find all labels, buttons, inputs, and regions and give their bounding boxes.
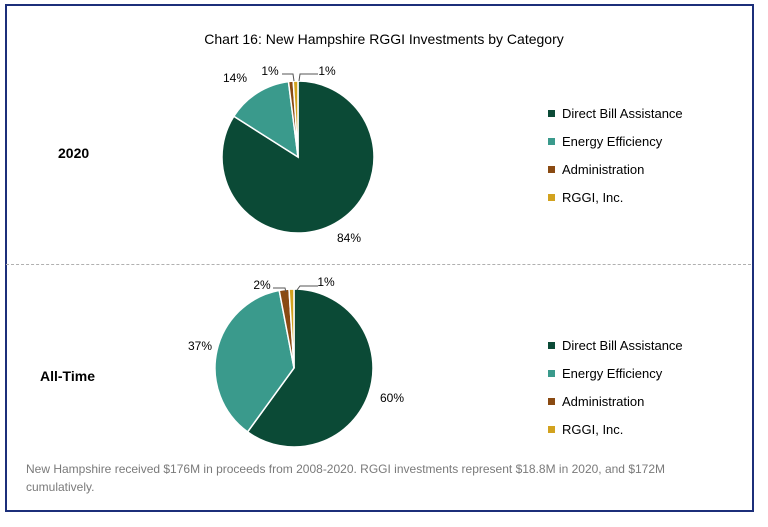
pie-slice-direct-bill-assistance — [246, 288, 374, 448]
data-label: 1% — [318, 64, 336, 78]
legend-label: Energy Efficiency — [562, 133, 663, 149]
legend-item: Administration — [548, 155, 683, 183]
pie-slice-energy-efficiency — [232, 80, 299, 159]
legend-label: RGGI, Inc. — [562, 421, 624, 437]
data-label: 14% — [223, 71, 247, 85]
data-label: 1% — [317, 275, 335, 289]
legend-item: Direct Bill Assistance — [548, 331, 683, 359]
legend-item: Administration — [548, 387, 683, 415]
legend-swatch — [548, 109, 555, 117]
legend-label: RGGI, Inc. — [562, 189, 624, 205]
legend-label: Energy Efficiency — [562, 365, 663, 381]
leader-line — [273, 287, 287, 293]
leader-line — [282, 73, 295, 82]
data-label: 60% — [380, 391, 404, 405]
period-label-2020: 2020 — [58, 145, 90, 161]
legend-item: Energy Efficiency — [548, 127, 683, 155]
legend-swatch — [548, 397, 555, 405]
legend-2020: Direct Bill Assistance Energy Efficiency… — [548, 99, 683, 211]
pie-slice-rggi-inc — [288, 288, 295, 369]
data-label: 37% — [188, 339, 212, 353]
footnote: New Hampshire received $176M in proceeds… — [26, 462, 666, 494]
chart-frame — [5, 4, 754, 512]
legend-swatch — [548, 369, 555, 377]
legend-item: Direct Bill Assistance — [548, 99, 683, 127]
legend-swatch — [548, 425, 555, 433]
data-label: 84% — [337, 231, 361, 245]
chart-title: Chart 16: New Hampshire RGGI Investments… — [204, 31, 564, 47]
legend-item: RGGI, Inc. — [548, 183, 683, 211]
data-label: 1% — [261, 64, 279, 78]
leader-line — [298, 73, 318, 82]
legend-label: Direct Bill Assistance — [562, 105, 683, 121]
period-label-all-time: All-Time — [40, 368, 95, 384]
legend-item: RGGI, Inc. — [548, 415, 683, 443]
pie-slice-direct-bill-assistance — [221, 80, 375, 234]
legend-swatch — [548, 137, 555, 145]
pie-slice-energy-efficiency — [214, 289, 295, 433]
legend-label: Direct Bill Assistance — [562, 337, 683, 353]
legend-swatch — [548, 193, 555, 201]
legend-label: Administration — [562, 161, 645, 177]
data-label: 2% — [253, 278, 271, 292]
legend-swatch — [548, 165, 555, 173]
leader-line — [296, 285, 318, 291]
section-divider — [6, 264, 751, 265]
pie-slice-rggi-inc — [292, 80, 299, 158]
legend-swatch — [548, 341, 555, 349]
legend-item: Energy Efficiency — [548, 359, 683, 387]
legend-label: Administration — [562, 393, 645, 409]
legend-all-time: Direct Bill Assistance Energy Efficiency… — [548, 331, 683, 443]
